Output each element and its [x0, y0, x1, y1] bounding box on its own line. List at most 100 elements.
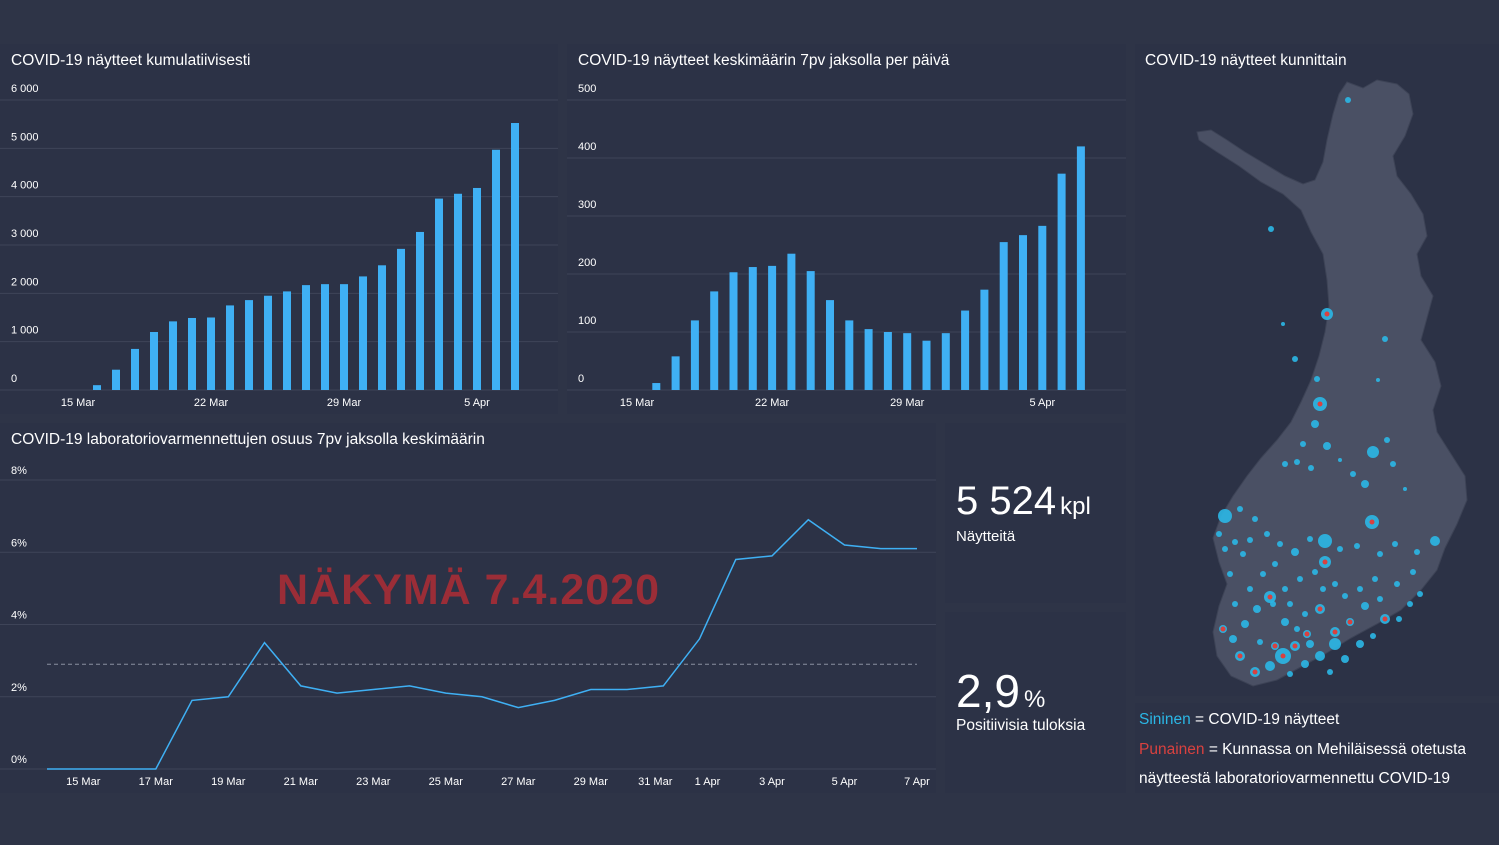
x-tick-label: 25 Mar: [429, 776, 464, 788]
legend-red-word: Punainen: [1139, 741, 1205, 758]
positive-kpi-value: 2,9: [956, 665, 1020, 717]
sample-dot: [1430, 536, 1440, 546]
x-tick-label: 29 Mar: [574, 776, 609, 788]
x-tick-label: 17 Mar: [139, 776, 174, 788]
y-tick-label: 500: [578, 83, 596, 95]
bar: [999, 242, 1008, 390]
sample-dot: [1327, 669, 1333, 675]
positive-kpi-card: 2,9% Positiivisia tuloksia: [945, 612, 1126, 793]
x-tick-label: 21 Mar: [284, 776, 319, 788]
sample-dot: [1337, 546, 1343, 552]
bar: [845, 320, 854, 390]
confirmed-dot: [1317, 401, 1323, 407]
sample-dot: [1323, 442, 1331, 450]
sample-dot: [1314, 376, 1320, 382]
sample-dot: [1222, 546, 1228, 552]
bar: [652, 383, 661, 390]
sample-dot: [1294, 626, 1300, 632]
sample-dot: [1270, 601, 1276, 607]
x-tick-label: 15 Mar: [620, 397, 655, 409]
y-tick-label: 3 000: [11, 228, 39, 240]
x-tick-label: 15 Mar: [61, 397, 96, 409]
sample-dot: [1291, 548, 1299, 556]
positive-kpi-value-row: 2,9%: [956, 664, 1045, 718]
y-tick-label: 5 000: [11, 131, 39, 143]
sample-dot: [1277, 541, 1283, 547]
confirmed-dot: [1252, 669, 1258, 675]
sample-dot: [1361, 602, 1369, 610]
confirmed-dot: [1382, 616, 1388, 622]
sample-dot: [1329, 638, 1341, 650]
legend-red-text: = Kunnassa on Mehiläisessä otetusta: [1204, 741, 1467, 758]
legend-blue-word: Sininen: [1139, 711, 1191, 728]
confirmed-dot: [1317, 606, 1323, 612]
bar: [864, 329, 873, 390]
y-tick-label: 400: [578, 141, 596, 153]
sample-dot: [1410, 569, 1416, 575]
bar: [729, 272, 738, 390]
sample-dot: [1356, 640, 1364, 648]
sample-dot: [1281, 322, 1285, 326]
series-line: [47, 518, 917, 770]
sample-dot: [1312, 569, 1318, 575]
bar: [768, 265, 777, 390]
bar: [397, 248, 405, 390]
sample-dot: [1403, 487, 1407, 491]
sample-dot: [1218, 509, 1232, 523]
sample-dot: [1390, 461, 1396, 467]
samples-kpi-card: 5 524 kpl Näytteitä: [945, 423, 1126, 603]
x-tick-label: 29 Mar: [327, 397, 362, 409]
sample-dot: [1292, 356, 1298, 362]
bar: [93, 385, 101, 390]
bar: [321, 284, 329, 390]
confirmed-dot: [1292, 643, 1298, 649]
x-tick-label: 29 Mar: [890, 397, 925, 409]
bar: [671, 356, 680, 390]
sample-dot: [1377, 596, 1383, 602]
x-tick-label: 23 Mar: [356, 776, 391, 788]
sample-dot: [1382, 336, 1388, 342]
sample-dot: [1341, 655, 1349, 663]
y-tick-label: 2%: [11, 682, 27, 694]
map-legend: Sininen = COVID-19 näytteet Punainen = K…: [1135, 703, 1499, 793]
sample-dot: [1307, 536, 1313, 542]
cumulative-bar-chart: 0 1 000 2 000 3 000 4 000 5 000 6 000 15 Mar 22 …: [0, 83, 558, 409]
positive-share-panel: COVID-19 laboratoriovarmennettujen osuus…: [0, 423, 936, 793]
sample-dot: [1414, 549, 1420, 555]
rolling-average-bar-chart: 0 100 200 300 400 500 15 Mar 22 Mar 29 Mar 5 Apr: [567, 83, 1126, 409]
y-tick-label: 0%: [11, 754, 27, 766]
legend-blue-text: = COVID-19 näytteet: [1190, 711, 1340, 728]
legend-red-line-2: näytteestä laboratoriovarmennettu COVID-…: [1139, 770, 1451, 787]
sample-dot: [1354, 543, 1360, 549]
sample-dot: [1282, 586, 1288, 592]
confirmed-dot: [1220, 626, 1226, 632]
sample-dot: [1394, 581, 1400, 587]
map-panel: COVID-19 näytteet kunnittain: [1135, 44, 1499, 696]
x-tick-label: 19 Mar: [211, 776, 246, 788]
sample-dot: [1311, 420, 1319, 428]
y-tick-label: 6 000: [11, 83, 39, 95]
sample-dot: [1237, 506, 1243, 512]
bar: [264, 295, 272, 390]
sample-dot: [1345, 97, 1351, 103]
map-title: COVID-19 näytteet kunnittain: [1145, 52, 1347, 69]
sample-dot: [1264, 531, 1270, 537]
confirmed-dot: [1324, 311, 1330, 317]
sample-dot: [1252, 516, 1258, 522]
sample-dot: [1338, 458, 1342, 462]
sample-dot: [1282, 461, 1288, 467]
bar: [150, 332, 158, 390]
confirmed-dot: [1347, 619, 1353, 625]
y-tick-label: 6%: [11, 537, 27, 549]
sample-dot: [1300, 441, 1306, 447]
x-tick-label: 31 Mar: [638, 776, 673, 788]
y-tick-label: 4 000: [11, 180, 39, 192]
sample-dot: [1376, 378, 1380, 382]
sample-dot: [1396, 616, 1402, 622]
x-tick-label: 27 Mar: [501, 776, 536, 788]
x-tick-label: 3 Apr: [759, 776, 785, 788]
sample-dot: [1240, 551, 1246, 557]
x-tick-label: 5 Apr: [832, 776, 858, 788]
bar: [980, 289, 989, 390]
finland-map: [1196, 79, 1468, 687]
